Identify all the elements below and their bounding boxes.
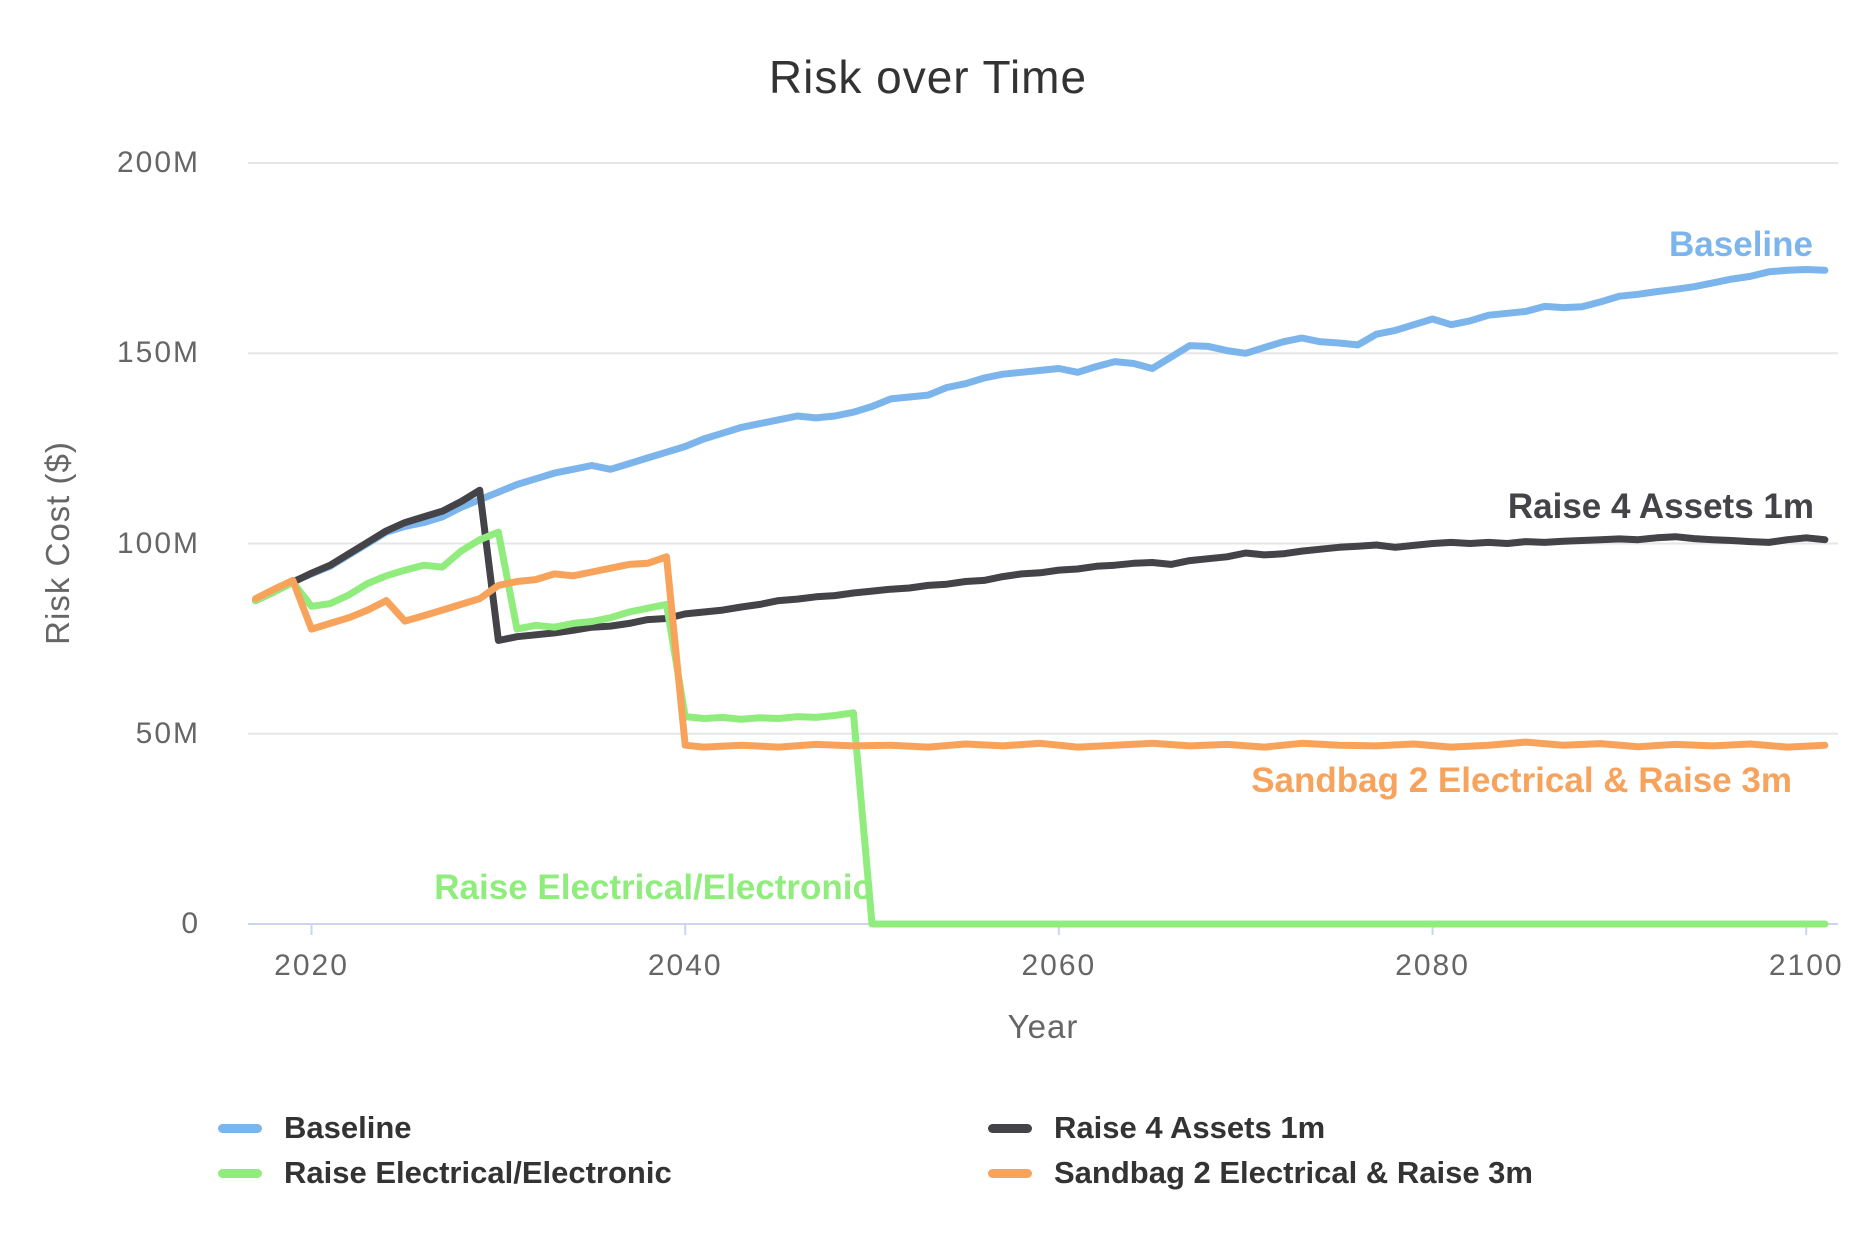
y-tick-label-150M: 150M — [116, 336, 200, 370]
legend-label-raise4: Raise 4 Assets 1m — [1054, 1110, 1326, 1145]
series-chart-label-elec: Raise Electrical/Electronic — [434, 868, 872, 907]
y-tick-label-100M: 100M — [116, 526, 200, 560]
legend-swatch-baseline — [218, 1123, 262, 1133]
x-axis-title: Year — [1007, 1008, 1079, 1045]
x-tick-label-2080: 2080 — [1395, 949, 1470, 982]
x-tick-label-2040: 2040 — [647, 949, 723, 982]
y-tick-label-50M: 50M — [135, 716, 200, 750]
x-tick-label-2060: 2060 — [1021, 949, 1097, 982]
y-tick-label-200M: 200M — [116, 146, 200, 179]
legend-item-elec[interactable]: Raise Electrical/Electronic — [218, 1152, 672, 1194]
legend-label-sandbag: Sandbag 2 Electrical & Raise 3m — [1054, 1155, 1533, 1190]
x-tick-label-2100: 2100 — [1768, 949, 1844, 982]
legend-item-raise4[interactable]: Raise 4 Assets 1m — [988, 1107, 1325, 1149]
series-line-sandbag[interactable] — [252, 553, 1829, 751]
legend-item-baseline[interactable]: Baseline — [218, 1107, 412, 1149]
series-line-elec[interactable] — [252, 528, 1829, 928]
series-chart-label-raise4: Raise 4 Assets 1m — [1507, 487, 1814, 526]
legend-swatch-sandbag — [988, 1168, 1032, 1178]
series-chart-label-sandbag: Sandbag 2 Electrical & Raise 3m — [1251, 761, 1792, 800]
legend-swatch-raise4 — [988, 1123, 1032, 1133]
series-line-raise4[interactable] — [252, 486, 1829, 644]
legend-label-baseline: Baseline — [284, 1110, 412, 1145]
chart-title: Risk over Time — [768, 51, 1088, 103]
series-line-baseline[interactable] — [252, 266, 1829, 605]
series-chart-label-baseline: Baseline — [1669, 225, 1813, 264]
legend-item-sandbag[interactable]: Sandbag 2 Electrical & Raise 3m — [988, 1152, 1533, 1194]
y-tick-label-0: 0 — [181, 907, 200, 940]
legend-swatch-elec — [218, 1168, 262, 1178]
x-tick-label-2020: 2020 — [274, 949, 349, 982]
legend-label-elec: Raise Electrical/Electronic — [284, 1155, 672, 1190]
